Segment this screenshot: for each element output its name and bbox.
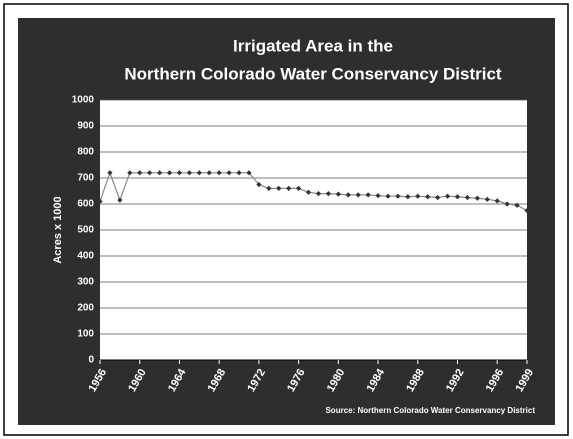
data-marker xyxy=(246,170,252,176)
data-marker xyxy=(415,193,421,199)
data-marker xyxy=(335,191,341,197)
chart-title: Northern Colorado Water Conservancy Dist… xyxy=(124,64,502,83)
y-tick-label: 700 xyxy=(77,173,94,184)
data-marker xyxy=(226,170,232,176)
data-marker xyxy=(524,207,530,214)
y-tick-label: 100 xyxy=(77,329,94,340)
data-marker xyxy=(216,170,222,176)
data-marker xyxy=(385,193,391,199)
data-marker xyxy=(137,170,143,176)
data-marker xyxy=(206,170,212,176)
data-marker xyxy=(504,201,510,207)
data-marker xyxy=(464,194,471,201)
data-marker xyxy=(266,185,272,191)
data-marker xyxy=(444,193,451,199)
y-tick-label: 800 xyxy=(77,147,94,158)
data-marker xyxy=(256,181,262,188)
y-tick-label: 900 xyxy=(77,121,94,132)
data-marker xyxy=(296,185,302,191)
data-marker xyxy=(325,191,331,197)
y-tick-label: 200 xyxy=(77,303,94,314)
data-marker xyxy=(454,194,461,200)
data-marker xyxy=(286,185,292,191)
data-marker xyxy=(127,170,133,176)
data-marker xyxy=(276,185,282,191)
y-axis-label: Acres x 1000 xyxy=(52,196,64,263)
data-marker xyxy=(156,170,163,176)
data-marker xyxy=(147,170,153,176)
y-tick-label: 0 xyxy=(88,355,94,366)
data-marker xyxy=(484,196,490,202)
y-tick-label: 500 xyxy=(77,225,94,236)
data-marker xyxy=(425,194,431,200)
data-marker xyxy=(435,194,441,201)
data-marker xyxy=(375,193,381,199)
y-tick-label: 600 xyxy=(77,199,94,210)
data-marker xyxy=(166,170,173,176)
data-marker xyxy=(514,202,520,208)
data-marker xyxy=(494,198,500,204)
data-marker xyxy=(315,191,322,197)
y-tick-label: 300 xyxy=(77,277,94,288)
data-marker xyxy=(196,170,202,176)
data-marker xyxy=(107,170,113,176)
data-marker xyxy=(305,189,312,195)
chart-title: Irrigated Area in the xyxy=(233,36,393,55)
data-marker xyxy=(186,170,192,176)
y-tick-label: 1000 xyxy=(72,95,95,106)
data-marker xyxy=(236,170,242,176)
data-marker xyxy=(117,197,123,203)
data-marker xyxy=(474,195,480,201)
data-marker xyxy=(365,192,371,198)
y-tick-label: 400 xyxy=(77,251,94,262)
source: Source: Northern Colorado Water Conserva… xyxy=(325,406,535,415)
data-marker xyxy=(97,198,103,204)
data-marker xyxy=(405,194,411,200)
data-marker xyxy=(395,193,401,199)
data-marker xyxy=(176,170,183,176)
data-marker xyxy=(345,192,351,198)
data-marker xyxy=(355,192,361,198)
